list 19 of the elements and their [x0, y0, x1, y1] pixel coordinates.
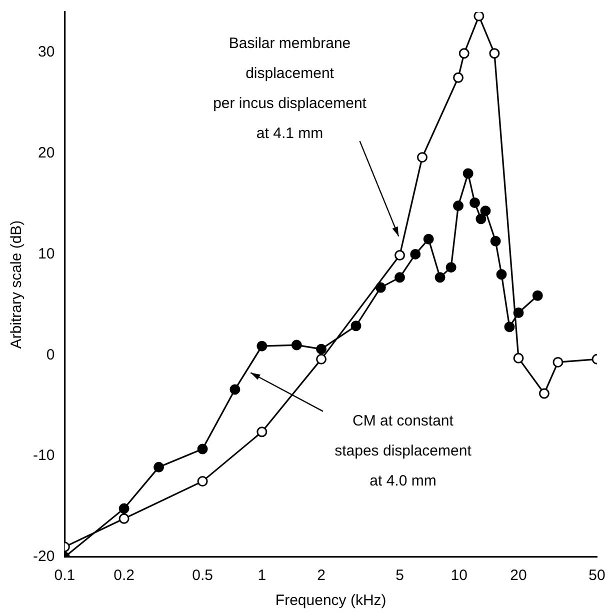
- x-tick-label: 2: [317, 567, 326, 584]
- x-tick-label: 50: [588, 567, 606, 584]
- y-tick-label: -10: [32, 447, 55, 464]
- x-tick-label: 0.2: [114, 567, 134, 584]
- x-tick-label: 0.1: [54, 567, 76, 584]
- y-tick-label: 30: [38, 44, 55, 61]
- x-tick-label: 1: [258, 567, 266, 584]
- x-tick-label: 0.5: [192, 567, 213, 584]
- x-axis-title: Frequency (kHz): [275, 592, 386, 610]
- y-tick-label: 20: [38, 144, 55, 162]
- y-tick-label: 10: [38, 245, 55, 262]
- y-axis-title: Arbitrary scale (dB): [8, 220, 26, 349]
- annotation: CM at constant stapes displacement at 4.0 mm: [334, 412, 472, 490]
- x-tick-label: 10: [450, 567, 468, 584]
- y-tick-label: 0: [46, 346, 55, 364]
- y-tick-label: -20: [32, 548, 55, 566]
- x-tick-label: 20: [510, 567, 527, 584]
- x-tick-label: 5: [396, 567, 404, 584]
- annotation: Basilar membrane displacement per incus displacement at 4.1 mm: [213, 35, 368, 142]
